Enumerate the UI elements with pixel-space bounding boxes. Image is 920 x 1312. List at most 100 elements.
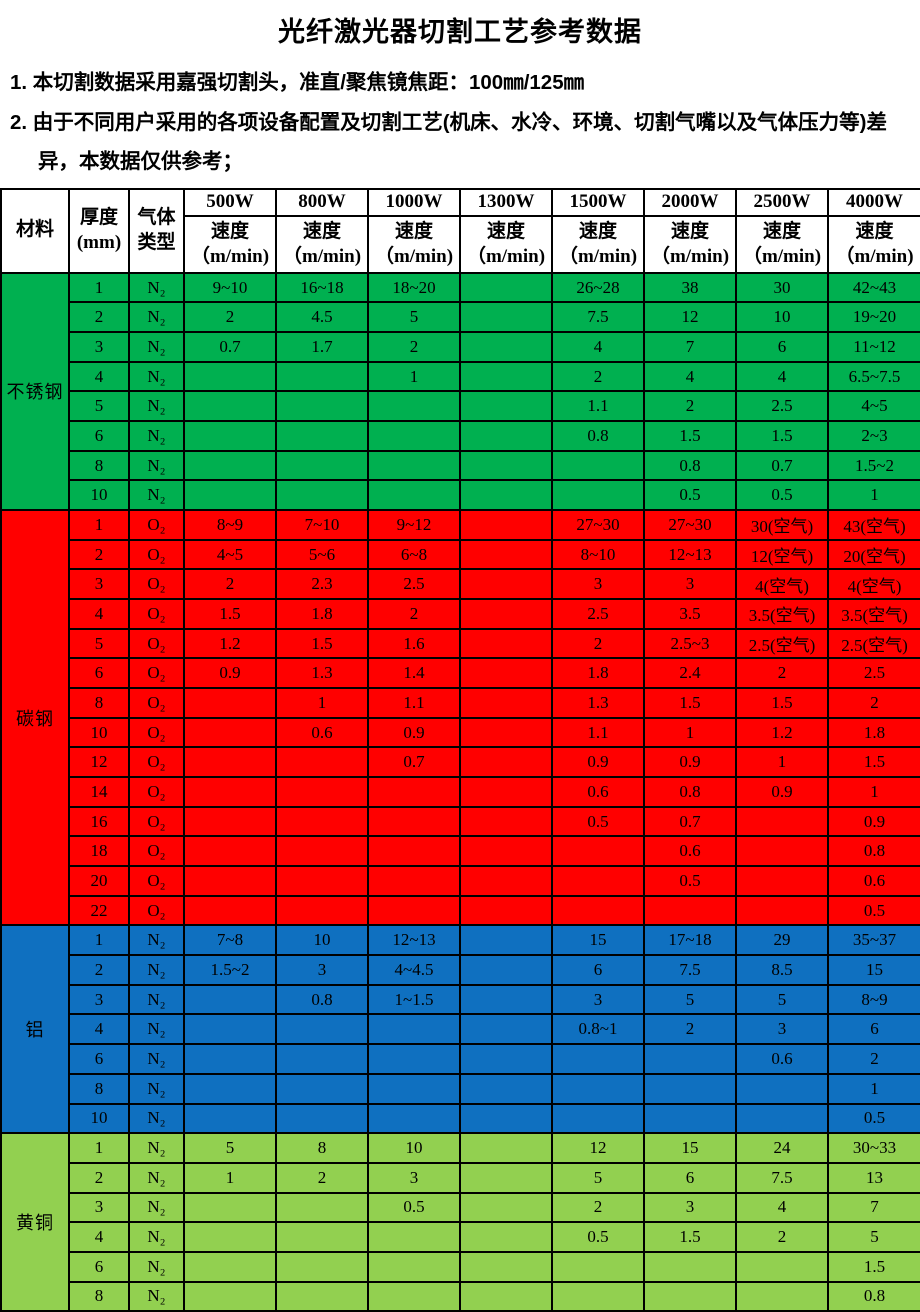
speed-cell-800w: 7~10 — [275, 509, 369, 541]
speed-cell-1000w: 2 — [367, 598, 461, 630]
speed-cell-800w: 1.3 — [275, 657, 369, 690]
speed-cell-500w — [183, 835, 277, 868]
speed-cell-1300w — [459, 568, 553, 601]
speed-cell-2000w: 1 — [643, 716, 737, 749]
header-power-2500w: 2500W — [735, 187, 829, 217]
header-gas-line2: 类型 — [137, 231, 176, 253]
speed-cell-500w — [183, 479, 277, 512]
page-title: 光纤激光器切割工艺参考数据 — [278, 17, 642, 47]
speed-cell-1500w: 1.1 — [551, 390, 645, 423]
speed-cell-2500w: 2.5 — [735, 390, 829, 423]
speed-cell-500w: 0.9 — [183, 657, 277, 690]
speed-unit: （m/min) — [558, 246, 638, 268]
speed-cell-1300w — [459, 1280, 553, 1312]
speed-cell-500w — [183, 746, 277, 779]
speed-cell-1500w: 0.9 — [551, 746, 645, 779]
speed-cell-1300w — [459, 1250, 553, 1283]
speed-cell-500w: 2 — [183, 301, 277, 334]
speed-cell-1300w — [459, 687, 553, 719]
header-power-1300w: 1300W — [459, 187, 553, 217]
speed-cell-4000w: 1.5~2 — [827, 449, 920, 482]
table-row: 不锈钢 1 N₂ 9~10 16~18 18~20 26~28 38 30 42~43 — [0, 271, 920, 512]
speed-cell-2500w — [735, 1102, 829, 1135]
header-power-1500w: 1500W — [551, 187, 645, 217]
speed-cell-2000w: 7.5 — [643, 954, 737, 986]
speed-cell-1000w — [367, 1280, 461, 1312]
speed-cell-4000w: 11~12 — [827, 331, 920, 363]
gas-cell: N₂ — [128, 1250, 185, 1283]
table-row: 4 N₂ 0.5 1.5 2 5 — [1, 1221, 920, 1253]
speed-cell-2000w: 7 — [643, 331, 737, 363]
speed-cell-500w: 9~10 — [183, 271, 277, 304]
header-material: 材料 — [0, 187, 70, 274]
header-power-1000w: 1000W — [367, 187, 461, 217]
speed-cell-1000w: 0.7 — [367, 746, 461, 779]
speed-cell-2000w: 2.4 — [643, 657, 737, 690]
speed-cell-4000w: 0.8 — [827, 1280, 920, 1312]
speed-cell-1500w: 5 — [551, 1161, 645, 1194]
speed-cell-1000w — [367, 1250, 461, 1283]
thickness-cell: 5 — [68, 627, 130, 660]
thickness-cell: 2 — [68, 1161, 130, 1194]
speed-cell-2500w: 8.5 — [735, 954, 829, 986]
speed-cell-800w — [275, 1250, 369, 1283]
speed-cell-1300w — [459, 983, 553, 1016]
thickness-cell: 6 — [68, 1250, 130, 1283]
gas-cell: O₂ — [128, 538, 185, 571]
speed-label: 速度 — [302, 220, 341, 242]
header-speed-1300w: 速度 （m/min) — [459, 214, 553, 274]
speed-cell-1000w — [367, 865, 461, 897]
speed-cell-2000w — [643, 1250, 737, 1283]
table-row: 20 O₂ 0.5 0.6 — [1, 865, 920, 897]
speed-cell-2000w: 38 — [643, 271, 737, 304]
speed-cell-500w: 5 — [183, 1132, 277, 1164]
speed-cell-800w — [275, 1043, 369, 1075]
speed-cell-1500w: 0.5 — [551, 805, 645, 838]
material-label: 铝 — [0, 924, 70, 1135]
material-label: 碳钢 — [0, 509, 70, 927]
note-1: 1. 本切割数据采用嘉强切割头，准直/聚焦镜焦距：100㎜/125㎜ — [10, 71, 585, 94]
thickness-cell: 4 — [68, 1221, 130, 1253]
speed-cell-1300w — [459, 746, 553, 779]
speed-unit: （m/min) — [282, 246, 362, 268]
header-thickness-line1: 厚度 — [79, 207, 118, 228]
material-label: 不锈钢 — [0, 271, 70, 512]
speed-cell-500w — [183, 687, 277, 719]
speed-cell-1000w — [367, 1102, 461, 1135]
speed-cell-500w: 1.5~2 — [183, 954, 277, 986]
speed-cell-4000w: 3.5(空气) — [827, 598, 920, 630]
gas-cell: N₂ — [128, 449, 185, 482]
thickness-cell: 10 — [68, 716, 130, 749]
speed-cell-2000w: 2 — [643, 1013, 737, 1046]
speed-cell-1500w — [551, 1280, 645, 1312]
speed-cell-800w — [275, 479, 369, 512]
speed-cell-2500w: 30 — [735, 271, 829, 304]
speed-cell-1300w — [459, 1191, 553, 1224]
speed-cell-4000w: 2 — [827, 687, 920, 719]
speed-cell-2500w — [735, 1072, 829, 1105]
speed-cell-1500w: 0.8~1 — [551, 1013, 645, 1046]
table-row: 3 O₂ 2 2.3 2.5 3 3 4(空气) 4(空气) — [1, 568, 920, 601]
speed-cell-1300w — [459, 924, 553, 957]
speed-cell-2000w — [643, 894, 737, 927]
speed-cell-500w — [183, 1013, 277, 1046]
speed-cell-500w — [183, 1102, 277, 1135]
speed-cell-1300w — [459, 271, 553, 304]
gas-cell: N₂ — [128, 1102, 185, 1135]
speed-cell-2000w: 4 — [643, 360, 737, 393]
speed-cell-1000w — [367, 449, 461, 482]
speed-cell-1500w: 27~30 — [551, 509, 645, 541]
header-row-speed-units: 速度 （m/min) 速度 （m/min) 速度 （m/min) 速度 （m/min) 速度 （m… — [1, 214, 920, 274]
speed-cell-1500w: 26~28 — [551, 271, 645, 304]
thickness-cell: 4 — [68, 1013, 130, 1046]
speed-cell-1500w: 2 — [551, 627, 645, 660]
speed-unit: （m/min) — [466, 246, 546, 268]
speed-cell-2500w: 30(空气) — [735, 509, 829, 541]
speed-cell-2000w: 3 — [643, 1191, 737, 1224]
speed-cell-1000w: 0.5 — [367, 1191, 461, 1224]
note-2: 2. 由于不同用户采用的各项设备配置及切割工艺(机床、水冷、环境、切割气嘴以及气… — [10, 110, 887, 174]
speed-cell-2500w: 0.7 — [735, 449, 829, 482]
table-row: 4 N₂ 1 2 4 4 6.5~7.5 — [1, 360, 920, 393]
thickness-cell: 1 — [68, 509, 130, 541]
table-row: 22 O₂ 0.5 — [1, 894, 920, 927]
